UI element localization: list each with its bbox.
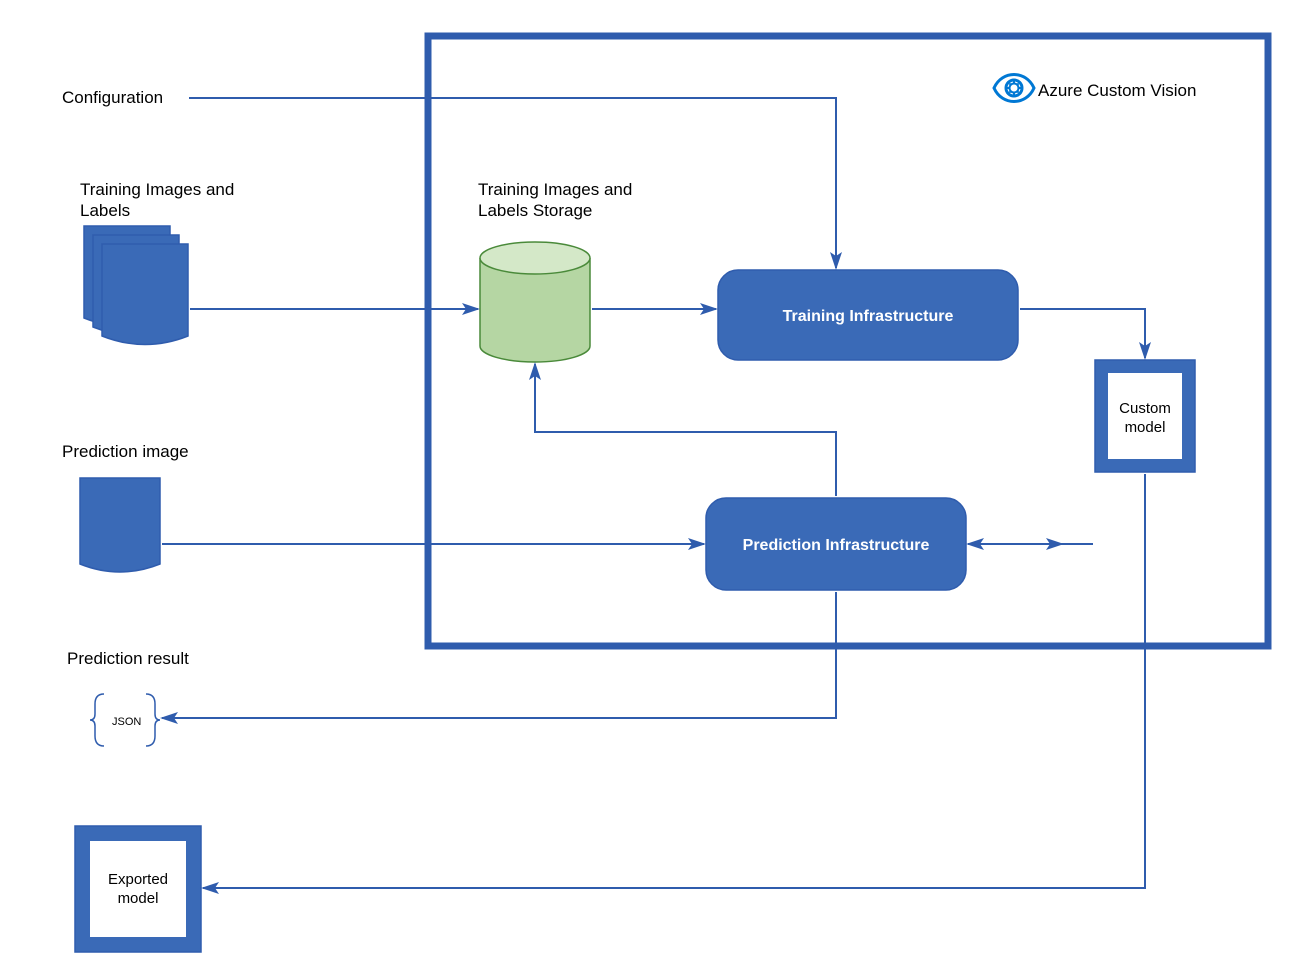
- training-storage-label-1: Training Images and: [478, 180, 632, 199]
- training-infra-label: Training Infrastructure: [783, 308, 954, 325]
- custom-model-label-1: Custom: [1119, 400, 1171, 417]
- storage-cylinder-icon: [480, 242, 590, 362]
- vision-eye-icon: [994, 75, 1034, 102]
- training-docs-icon: [84, 226, 188, 345]
- edge-training-to-custom: [1020, 309, 1145, 358]
- configuration-label: Configuration: [62, 88, 163, 107]
- prediction-doc-icon: [80, 478, 160, 572]
- training-storage-label-2: Labels Storage: [478, 201, 592, 220]
- training-images-label-1: Training Images and: [80, 180, 234, 199]
- diagram-canvas: Azure Custom Vision Configuration Traini…: [0, 0, 1303, 956]
- exported-model-box: [75, 826, 201, 952]
- prediction-infra-label: Prediction Infrastructure: [743, 537, 930, 554]
- custom-model-label-2: model: [1125, 419, 1166, 436]
- edge-custom-to-exported: [203, 474, 1145, 888]
- edge-predbox-to-json: [162, 592, 836, 718]
- prediction-image-label: Prediction image: [62, 442, 189, 461]
- json-label: JSON: [112, 716, 141, 728]
- exported-model-label-2: model: [118, 890, 159, 907]
- prediction-result-label: Prediction result: [67, 649, 189, 668]
- training-images-label-2: Labels: [80, 201, 130, 220]
- exported-model-label-1: Exported: [108, 871, 168, 888]
- edge-prediction-to-cylinder: [535, 364, 836, 496]
- title-text: Azure Custom Vision: [1038, 81, 1196, 100]
